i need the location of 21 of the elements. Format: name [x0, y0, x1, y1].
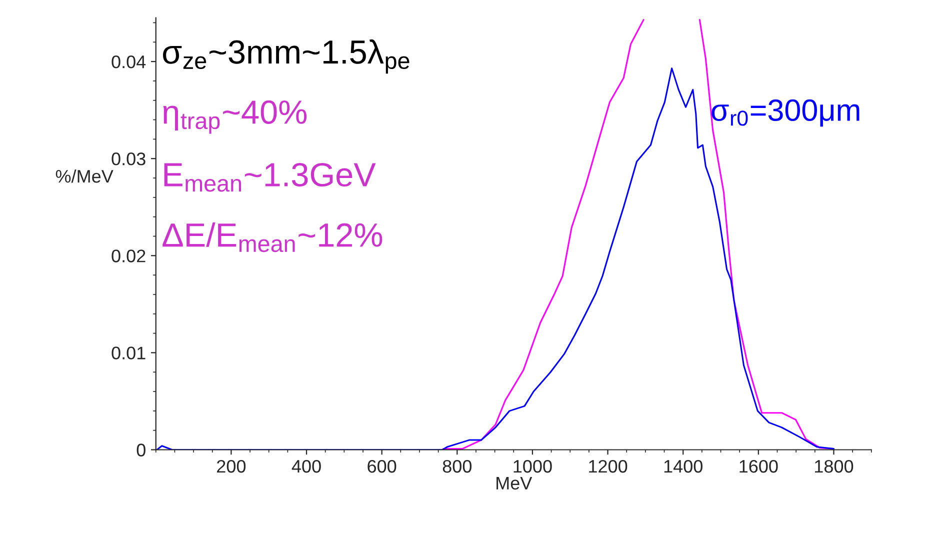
x-axis-title: MeV — [496, 476, 532, 490]
x-tick-label: 200 — [217, 460, 246, 473]
y-tick-label: 0.04 — [112, 55, 146, 68]
x-tick-label: 1400 — [664, 460, 702, 473]
y-tick-label: 0.02 — [112, 250, 146, 262]
x-tick-label: 600 — [368, 460, 396, 473]
x-tick-label: 1600 — [740, 460, 778, 473]
x-tick-label: 800 — [442, 460, 472, 473]
series-label: σ$_{r0}$=300μm — [712, 99, 860, 127]
y-axis-title: %/MeV — [56, 169, 114, 183]
y-tick-label: 0.01 — [112, 346, 146, 360]
y-tick-label: 0 — [136, 444, 146, 456]
x-tick-label: 1000 — [514, 460, 552, 473]
annotation: E$_{mean}$~1.3GeV — [164, 162, 376, 192]
annotation: η$_{trap}$~40% — [163, 100, 307, 134]
annotation: σ$_{ze}$~3mm~1.5λ$_{pe}$ — [163, 39, 410, 74]
x-tick-label: 400 — [292, 460, 321, 473]
x-tick-label: 1800 — [815, 460, 854, 473]
annotation: ΔE/E$_{mean}$~12% — [162, 222, 382, 252]
y-tick-label: 0.03 — [112, 152, 146, 166]
x-tick-label: 1200 — [589, 460, 628, 473]
